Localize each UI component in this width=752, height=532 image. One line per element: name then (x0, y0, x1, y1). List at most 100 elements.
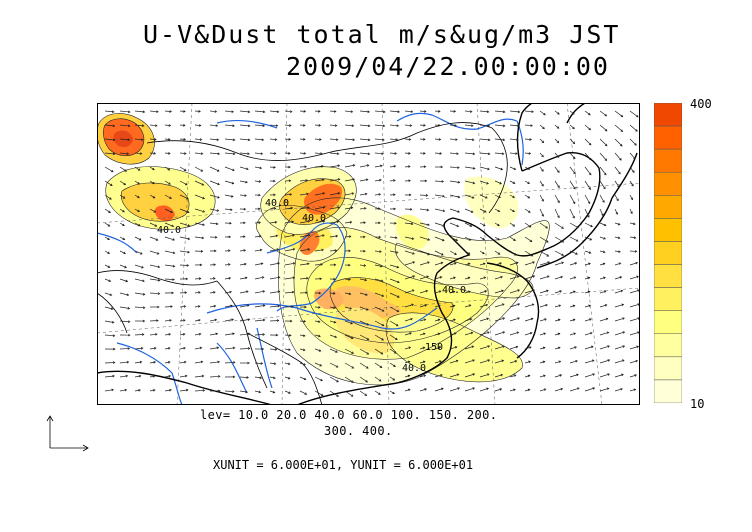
wind-arrow-head (557, 332, 561, 336)
wind-arrow (209, 361, 220, 364)
wind-arrow-head (276, 248, 280, 251)
wind-arrow (599, 166, 607, 176)
wind-arrow-head (246, 167, 249, 171)
wind-arrow (599, 318, 608, 322)
wind-arrow (224, 347, 235, 350)
wind-arrow (509, 346, 518, 350)
wind-arrow (509, 317, 520, 322)
wind-arrow (179, 361, 186, 364)
wind-arrow (464, 222, 472, 227)
wind-arrow-head (621, 303, 625, 307)
wind-arrow-head (630, 211, 633, 215)
wind-arrow-head (363, 264, 367, 267)
wind-arrow-head (572, 156, 576, 160)
wind-arrow-head (107, 265, 111, 268)
wind-arrow (554, 347, 561, 350)
wind-arrow (164, 278, 175, 280)
wind-arrow-head (140, 138, 144, 141)
wind-arrow (194, 180, 204, 186)
wind-arrow (389, 292, 400, 298)
wind-arrow-head (201, 183, 205, 186)
wind-arrow-head (393, 164, 397, 168)
wind-arrow-head (228, 276, 232, 280)
wind-arrow-head (217, 152, 221, 156)
wind-arrow-head (307, 234, 311, 237)
wind-arrow (104, 138, 115, 141)
wind-arrow-head (546, 275, 550, 278)
wind-arrow-head (622, 331, 626, 334)
wind-arrow (599, 152, 607, 161)
wind-arrow-head (441, 180, 445, 183)
wind-arrow-head (379, 250, 382, 253)
wind-arrow (494, 138, 505, 141)
wind-arrow-head (168, 138, 171, 141)
wind-arrow-head (230, 208, 233, 212)
wind-arrow-head (213, 291, 216, 294)
wind-arrow-head (261, 276, 265, 279)
colorbar-min-label: 10 (690, 397, 705, 411)
wind-arrow (479, 208, 487, 213)
wind-arrow (569, 262, 577, 266)
wind-arrow-head (258, 221, 261, 224)
wind-arrow-head (321, 178, 325, 182)
wind-arrow-head (140, 252, 143, 255)
wind-arrow (104, 222, 110, 227)
wind-arrow (299, 277, 309, 280)
wind-arrow-head (197, 305, 201, 308)
wind-arrow-head (198, 318, 201, 322)
wind-arrow-head (576, 225, 579, 229)
wind-arrow (434, 290, 441, 294)
wind-arrow (284, 291, 294, 294)
wind-arrow-head (556, 126, 560, 129)
wind-arrow-head (124, 388, 128, 392)
wind-arrow-head (486, 317, 490, 321)
wind-arrow (329, 206, 340, 210)
wind-arrow-head (501, 152, 505, 156)
colorbar-cell (654, 287, 682, 311)
wind-arrow-head (407, 165, 411, 168)
wind-arrow-head (603, 223, 607, 227)
wind-arrow (239, 376, 249, 378)
wind-arrow-head (352, 152, 356, 156)
wind-arrow (329, 320, 336, 323)
wind-arrow-head (112, 124, 116, 128)
wind-arrow (194, 194, 205, 199)
wind-arrow-head (499, 388, 503, 391)
wind-arrow (179, 124, 186, 126)
wind-arrow-head (382, 124, 386, 128)
wind-arrow-head (512, 224, 516, 227)
wind-arrow (149, 110, 159, 113)
wind-arrow-head (542, 126, 545, 130)
wind-arrow (629, 236, 636, 239)
wind-arrow (419, 374, 426, 378)
wind-arrow-head (367, 124, 371, 128)
wind-arrow-head (557, 215, 560, 219)
wind-arrow-head (588, 262, 591, 266)
colorbar (654, 103, 682, 403)
wind-arrow (104, 250, 110, 254)
wind-arrow (374, 278, 384, 282)
wind-arrow-head (127, 347, 131, 350)
wind-arrow-head (588, 251, 592, 254)
wind-arrow-head (292, 276, 296, 280)
wind-arrow (404, 304, 414, 308)
colorbar-max-label: 400 (690, 97, 712, 111)
wind-arrow-head (423, 374, 427, 378)
wind-arrow (539, 180, 544, 187)
wind-arrow-head (618, 262, 622, 265)
wind-arrow (104, 320, 114, 323)
wind-arrow-head (561, 253, 564, 256)
wind-arrow (569, 346, 577, 350)
wind-arrow (329, 376, 339, 383)
wind-arrow-head (558, 304, 562, 308)
wind-arrow-head (469, 224, 473, 227)
wind-arrow (299, 124, 306, 126)
wind-arrow-head (124, 169, 127, 172)
wind-arrow (224, 152, 235, 155)
wind-arrow (359, 320, 369, 326)
colorbar-cell (654, 218, 682, 242)
wind-arrow (134, 306, 145, 309)
wind-arrow (509, 374, 516, 378)
wind-arrow (434, 124, 441, 126)
wind-arrow-head (607, 345, 610, 348)
